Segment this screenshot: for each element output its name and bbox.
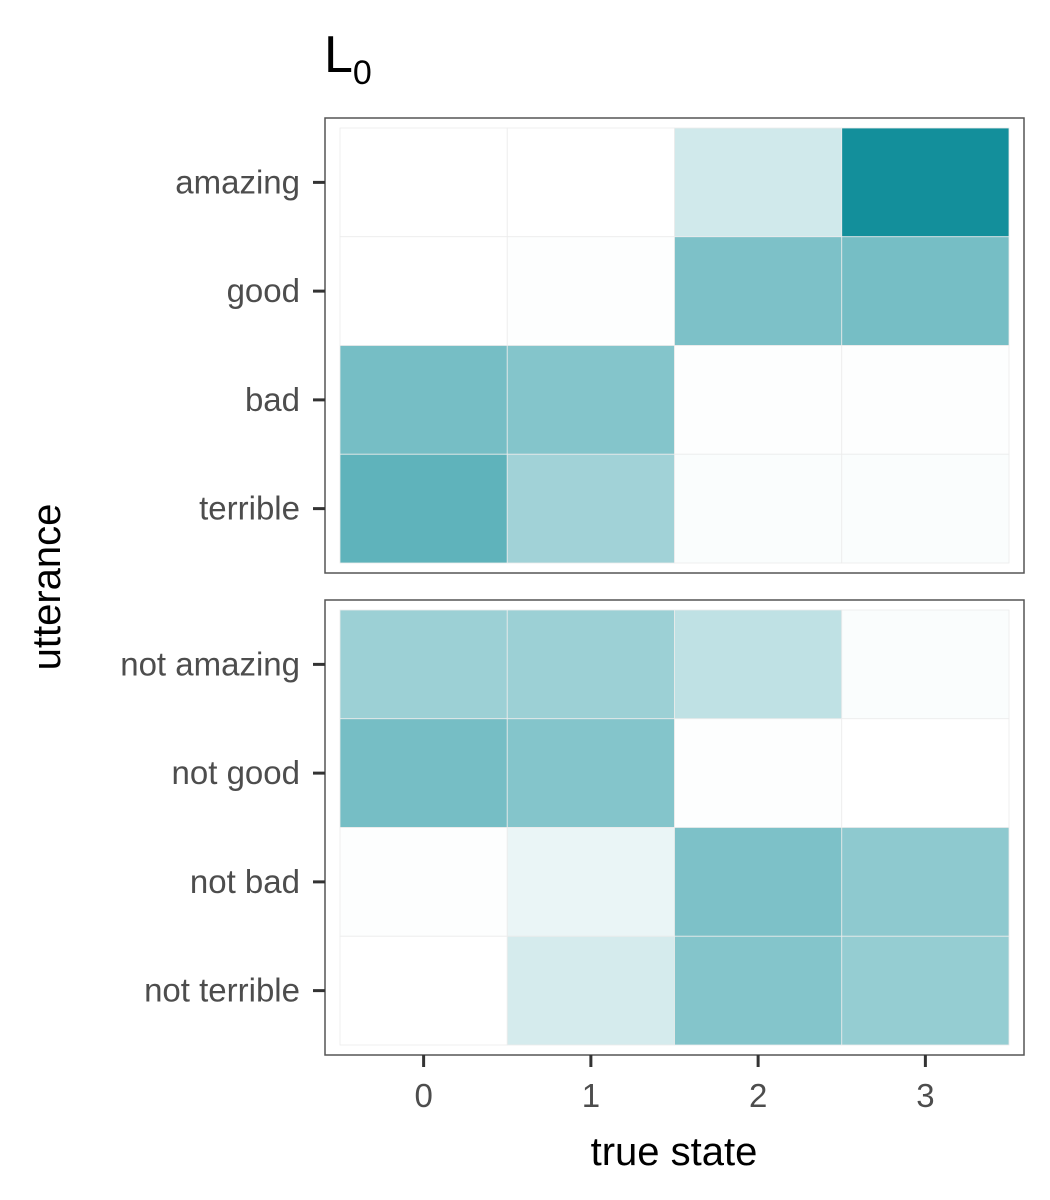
x-axis-title: true state — [591, 1130, 758, 1174]
heatmap-cell — [674, 609, 843, 720]
y-tick-label: not bad — [190, 863, 300, 900]
heatmap-cell — [339, 718, 508, 828]
panel-border — [324, 599, 1025, 1056]
chart-title-main: L — [324, 26, 353, 84]
panel-1: amazing good bad terrible — [175, 117, 1025, 574]
y-tick-label: amazing — [175, 163, 300, 200]
x-tick-label: 2 — [749, 1077, 767, 1114]
heatmap-cell — [674, 127, 843, 238]
heatmap-cell — [339, 236, 508, 346]
heatmap-cell — [506, 345, 675, 455]
heatmap-cell — [841, 236, 1010, 346]
heatmap-cell — [506, 609, 675, 720]
heatmap-cell — [674, 453, 843, 564]
chart-title-subscript: 0 — [353, 54, 372, 92]
y-tick-label: bad — [245, 381, 300, 418]
heatmap-cell — [674, 718, 843, 828]
heatmap-cell — [841, 718, 1010, 828]
heatmap-cell — [506, 127, 675, 238]
heatmap-cell — [841, 127, 1010, 238]
x-tick-label: 3 — [916, 1077, 934, 1114]
y-axis-title: utterance — [25, 504, 69, 671]
heatmap-cell — [674, 935, 843, 1046]
panels-group: amazing good bad terrible not amazing not goo… — [120, 117, 1025, 1056]
chart-title: L0 — [324, 26, 372, 92]
heatmap-cell — [506, 827, 675, 937]
panel-border — [324, 117, 1025, 574]
heatmap-cell — [339, 345, 508, 455]
heatmap-cell — [506, 718, 675, 828]
y-tick-label: not amazing — [120, 645, 300, 682]
heatmap-cell — [506, 935, 675, 1046]
heatmap-cell — [841, 827, 1010, 937]
heatmap-cell — [674, 236, 843, 346]
x-tick-label: 0 — [414, 1077, 432, 1114]
heatmap-cell — [841, 345, 1010, 455]
heatmap-cell — [841, 935, 1010, 1046]
heatmap-cell — [339, 127, 508, 238]
panel-2: not amazing not good not bad not terrible — [120, 599, 1025, 1056]
heatmap-cell — [674, 827, 843, 937]
x-axis: 0 1 2 3 — [414, 1055, 935, 1114]
heatmap-cell — [674, 345, 843, 455]
y-tick-label: not terrible — [144, 972, 300, 1009]
y-tick-label: good — [227, 272, 300, 309]
heatmap-cell — [339, 609, 508, 720]
heatmap-cell — [841, 609, 1010, 720]
heatmap-cell — [506, 236, 675, 346]
heatmap-cell — [506, 453, 675, 564]
heatmap-cell — [841, 453, 1010, 564]
x-tick-label: 1 — [582, 1077, 600, 1114]
heatmap-cell — [339, 453, 508, 564]
heatmap-cell — [339, 935, 508, 1046]
y-tick-label: not good — [172, 754, 300, 791]
y-tick-label: terrible — [199, 490, 300, 527]
heatmap-cell — [339, 827, 508, 937]
